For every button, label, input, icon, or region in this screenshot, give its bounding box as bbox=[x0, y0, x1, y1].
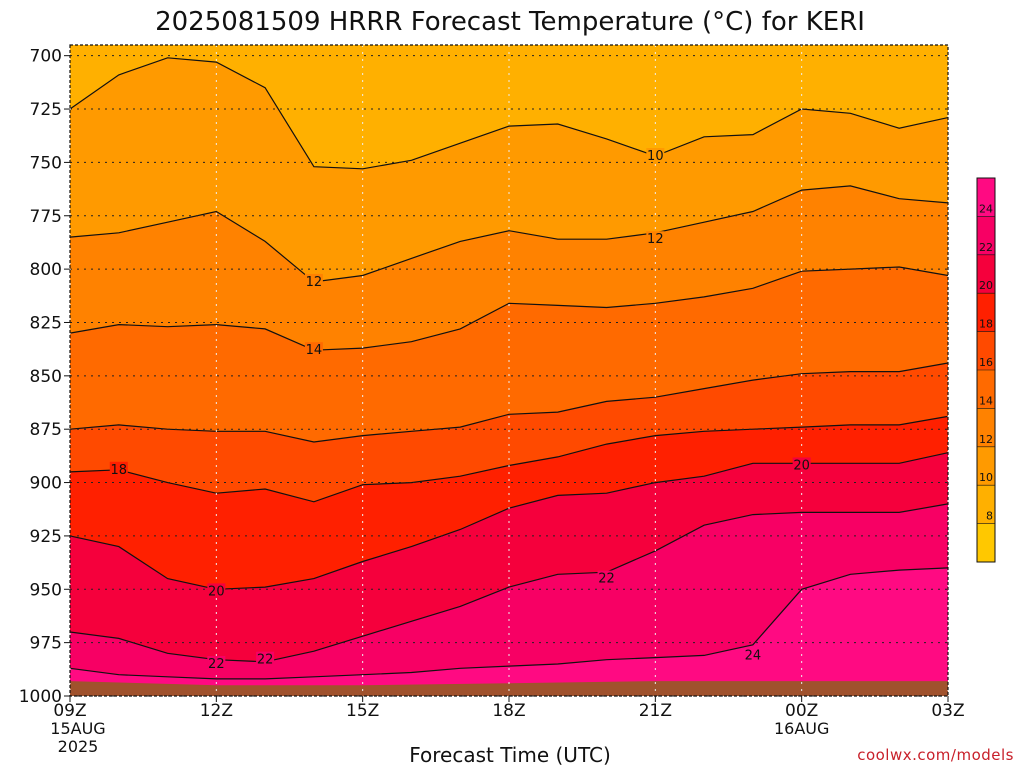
contour-label-bg bbox=[646, 231, 665, 246]
colorbar-tick-label: 12 bbox=[979, 433, 993, 446]
plot-area: 10 12 12 14 18 20 20 22 22 22 24 bbox=[69, 44, 949, 697]
colorbar-band bbox=[977, 485, 995, 524]
contour-label-bg bbox=[256, 651, 275, 666]
contour-label-bg bbox=[597, 570, 616, 585]
y-tick-label: 775 bbox=[30, 207, 62, 227]
colorbar-tick-label: 8 bbox=[986, 510, 993, 523]
ground-area bbox=[70, 681, 948, 696]
y-tick-label: 975 bbox=[30, 634, 62, 654]
colorbar-band bbox=[977, 254, 995, 294]
contour-label-bg bbox=[207, 583, 226, 598]
y-tick-label: 750 bbox=[30, 153, 62, 173]
contour-label: 12 bbox=[647, 232, 664, 247]
contour-label: 20 bbox=[793, 458, 810, 473]
y-tick-label: 800 bbox=[30, 260, 62, 280]
colorbar-band bbox=[977, 408, 995, 447]
credit-text: coolwx.com/models bbox=[857, 746, 1014, 764]
contour-label: 22 bbox=[598, 572, 615, 587]
x-tick-label: 00Z bbox=[785, 701, 818, 721]
colorbar-tick-label: 22 bbox=[979, 241, 993, 254]
x-tick-label: 15Z bbox=[346, 701, 379, 721]
x-tick-label: 09Z bbox=[53, 701, 86, 721]
contour-label: 20 bbox=[208, 584, 225, 599]
y-tick-label: 825 bbox=[30, 313, 62, 333]
contour-label: 14 bbox=[306, 343, 323, 358]
contour-label-bg bbox=[207, 655, 226, 670]
colorbar-band bbox=[977, 370, 995, 409]
contour-label: 22 bbox=[208, 657, 225, 672]
x-tick-label: 18Z bbox=[492, 701, 525, 721]
contour-line-14 bbox=[69, 266, 949, 351]
contour-label-bg bbox=[109, 461, 128, 476]
band-fill-24 bbox=[70, 567, 948, 696]
contour-label: 22 bbox=[257, 653, 274, 668]
y-tick-label: 900 bbox=[30, 474, 62, 494]
colorbar-tick-label: 24 bbox=[979, 202, 993, 215]
contour-label-bg bbox=[304, 342, 323, 357]
colorbar-band bbox=[977, 523, 995, 562]
colorbar-band bbox=[977, 331, 995, 370]
y-tick-label: 1000 bbox=[19, 687, 62, 707]
colorbar-tick-label: 14 bbox=[979, 394, 993, 407]
x-tick-sublabel: 2025 bbox=[58, 737, 99, 756]
x-tick-label: 12Z bbox=[200, 701, 233, 721]
y-tick-label: 725 bbox=[30, 100, 62, 120]
contour-label: 24 bbox=[745, 648, 762, 663]
contour-label-bg bbox=[304, 273, 323, 288]
y-axis: 700 725 750 775 800 825 850 875 900 925 950 975 1000 bbox=[19, 47, 70, 707]
x-axis-label: Forecast Time (UTC) bbox=[409, 743, 611, 767]
contour-label: 10 bbox=[647, 149, 664, 164]
colorbar-band bbox=[977, 178, 995, 217]
colorbar-tick-label: 10 bbox=[979, 471, 993, 484]
y-tick-label: 700 bbox=[30, 47, 62, 67]
colorbar-band bbox=[977, 293, 995, 332]
colorbar-tick-label: 16 bbox=[979, 356, 993, 369]
colorbar-band bbox=[977, 216, 995, 255]
chart-title: 2025081509 HRRR Forecast Temperature (°C… bbox=[155, 7, 865, 37]
contour-label: 18 bbox=[111, 463, 128, 478]
x-tick-label: 03Z bbox=[931, 701, 964, 721]
contour-label-bg bbox=[646, 147, 665, 162]
y-tick-label: 950 bbox=[30, 580, 62, 600]
y-tick-label: 875 bbox=[30, 420, 62, 440]
contour-label-bg bbox=[792, 457, 811, 472]
y-tick-label: 925 bbox=[30, 527, 62, 547]
colorbar: 8 10 12 14 16 18 20 22 24 bbox=[976, 177, 996, 563]
contour-label: 12 bbox=[306, 275, 323, 290]
x-tick-sublabel: 15AUG bbox=[50, 719, 105, 738]
y-tick-label: 850 bbox=[30, 367, 62, 387]
colorbar-tick-label: 20 bbox=[979, 279, 993, 292]
x-tick-sublabel: 16AUG bbox=[774, 719, 829, 738]
contour-label-bg bbox=[743, 647, 762, 662]
colorbar-band bbox=[977, 446, 995, 486]
contour-line-24 bbox=[69, 567, 949, 680]
x-tick-label: 21Z bbox=[639, 701, 672, 721]
colorbar-tick-label: 18 bbox=[979, 318, 993, 331]
contour-line-12 bbox=[69, 185, 949, 283]
